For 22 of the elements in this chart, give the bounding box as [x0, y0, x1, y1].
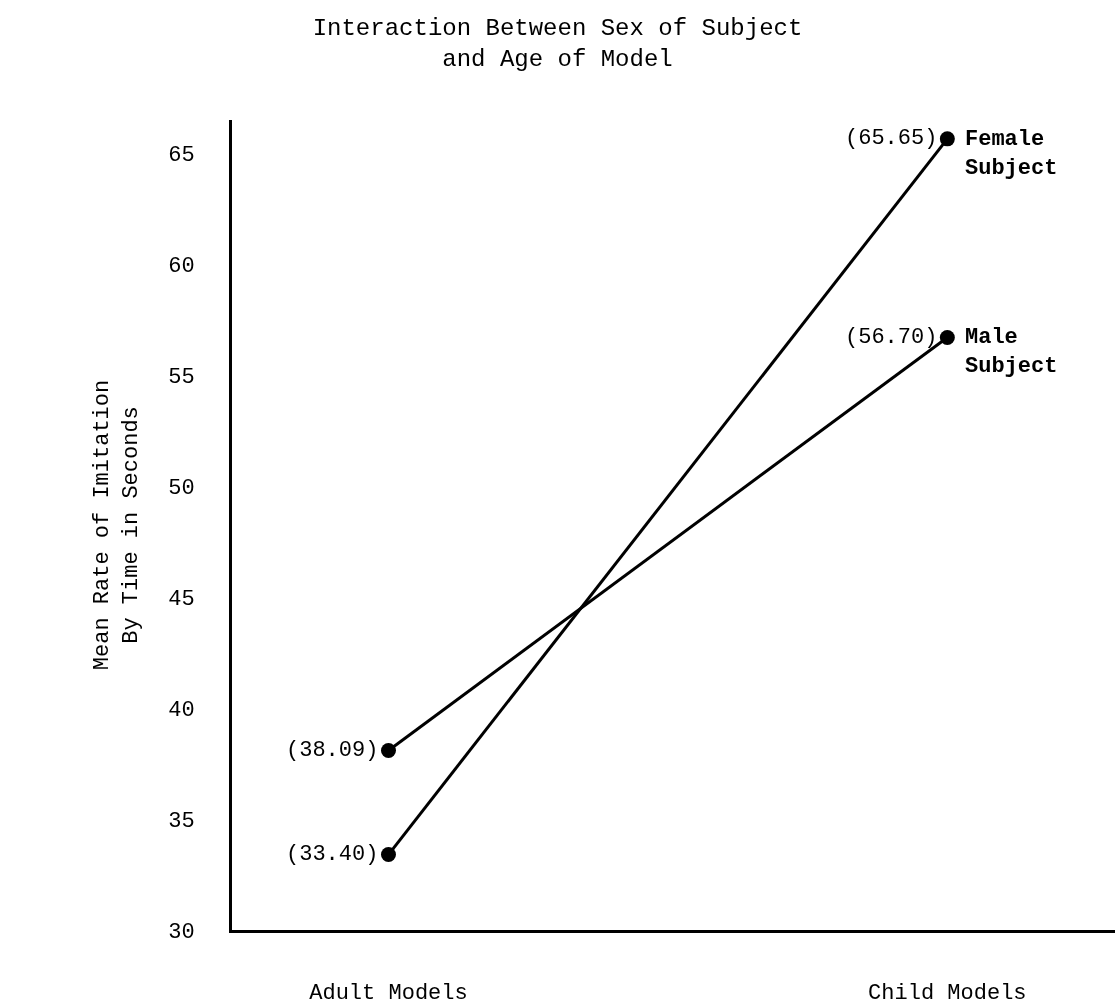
data-label: (38.09): [286, 738, 379, 763]
point: [939, 131, 955, 147]
x-tick-label: Child Models: [868, 981, 1027, 1006]
y-tick-label: 40: [168, 697, 195, 723]
y-tick-label: 60: [168, 253, 195, 279]
series-label: Female Subject: [965, 127, 1058, 181]
x-tick-label: Adult Models: [309, 981, 468, 1006]
y-tick-label: 35: [168, 808, 195, 834]
data-label: (33.40): [286, 842, 379, 867]
point: [380, 742, 396, 758]
series-label: Male Subject: [965, 325, 1058, 379]
data-label: (65.65): [845, 126, 938, 151]
y-tick-label: 65: [168, 142, 195, 168]
y-tick-label: 30: [168, 919, 195, 945]
data-label: (56.70): [845, 325, 938, 350]
point: [939, 329, 955, 345]
chart-title: Interaction Between Sex of Subject and Age of Model: [312, 15, 803, 74]
y-tick-label: 55: [168, 364, 195, 390]
point: [380, 847, 396, 863]
y-tick-label: 45: [168, 586, 195, 612]
y-axis-title: Mean Rate of Imitation By Time in Seconds: [90, 379, 144, 671]
y-tick-label: 50: [168, 475, 195, 501]
